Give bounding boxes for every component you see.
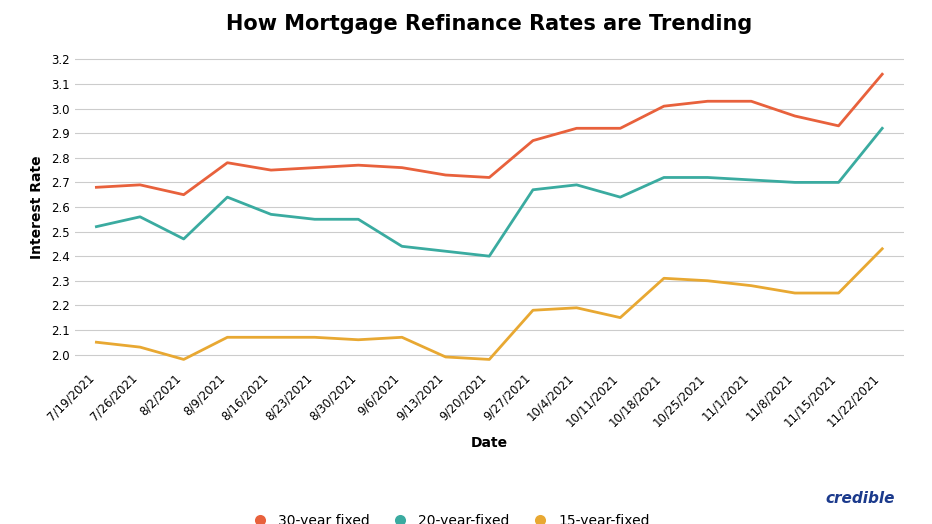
Y-axis label: Interest Rate: Interest Rate: [30, 155, 44, 259]
X-axis label: Date: Date: [471, 436, 508, 450]
Text: credible: credible: [825, 491, 895, 506]
Title: How Mortgage Refinance Rates are Trending: How Mortgage Refinance Rates are Trendin…: [226, 15, 752, 35]
Legend: 30-year fixed, 20-year-fixed, 15-year-fixed: 30-year fixed, 20-year-fixed, 15-year-fi…: [240, 508, 655, 524]
